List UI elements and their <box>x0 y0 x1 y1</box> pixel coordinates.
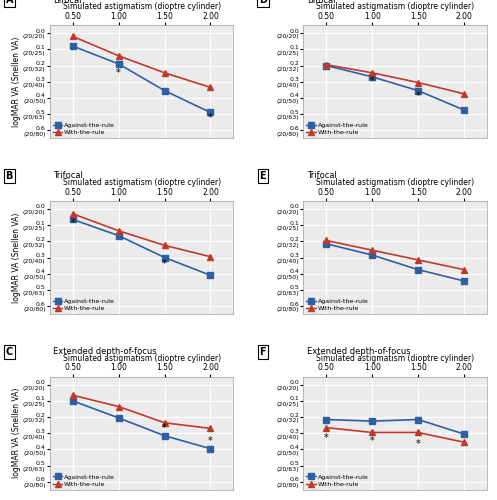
Text: Bifocal: Bifocal <box>53 0 82 4</box>
Text: *: * <box>324 433 329 443</box>
X-axis label: Simulated astigmatism (dioptre cylinder): Simulated astigmatism (dioptre cylinder) <box>63 2 221 11</box>
Text: *: * <box>70 218 75 228</box>
Text: E: E <box>259 171 266 181</box>
X-axis label: Simulated astigmatism (dioptre cylinder): Simulated astigmatism (dioptre cylinder) <box>316 178 474 187</box>
Legend: Against-the-rule, With-the-rule: Against-the-rule, With-the-rule <box>53 474 115 487</box>
Text: Trifocal: Trifocal <box>53 172 83 180</box>
Text: *: * <box>116 68 121 78</box>
Text: Extended depth-of-focus: Extended depth-of-focus <box>307 347 411 356</box>
Text: C: C <box>5 346 13 356</box>
X-axis label: Simulated astigmatism (dioptre cylinder): Simulated astigmatism (dioptre cylinder) <box>63 178 221 187</box>
Legend: Against-the-rule, With-the-rule: Against-the-rule, With-the-rule <box>307 298 368 311</box>
Text: *: * <box>208 113 213 123</box>
Text: D: D <box>259 0 267 5</box>
Text: B: B <box>5 171 13 181</box>
Y-axis label: logMAR VA (Snellen VA): logMAR VA (Snellen VA) <box>12 36 21 127</box>
Y-axis label: logMAR VA (Snellen VA): logMAR VA (Snellen VA) <box>12 388 21 478</box>
Text: *: * <box>416 92 420 102</box>
X-axis label: Simulated astigmatism (dioptre cylinder): Simulated astigmatism (dioptre cylinder) <box>316 2 474 11</box>
Text: A: A <box>5 0 13 5</box>
Text: *: * <box>162 259 167 269</box>
Legend: Against-the-rule, With-the-rule: Against-the-rule, With-the-rule <box>53 298 115 311</box>
Text: F: F <box>259 346 266 356</box>
Text: *: * <box>370 76 375 86</box>
Text: Extended depth-of-focus: Extended depth-of-focus <box>53 347 157 356</box>
Legend: Against-the-rule, With-the-rule: Against-the-rule, With-the-rule <box>307 122 368 136</box>
Text: *: * <box>370 436 375 446</box>
X-axis label: Simulated astigmatism (dioptre cylinder): Simulated astigmatism (dioptre cylinder) <box>63 354 221 362</box>
Legend: Against-the-rule, With-the-rule: Against-the-rule, With-the-rule <box>53 122 115 136</box>
Y-axis label: logMAR VA (Snellen VA): logMAR VA (Snellen VA) <box>12 212 21 302</box>
Text: Bifocal: Bifocal <box>307 0 335 4</box>
Text: *: * <box>416 439 420 449</box>
X-axis label: Simulated astigmatism (dioptre cylinder): Simulated astigmatism (dioptre cylinder) <box>316 354 474 362</box>
Legend: Against-the-rule, With-the-rule: Against-the-rule, With-the-rule <box>307 474 368 487</box>
Text: *: * <box>162 424 167 434</box>
Text: Trifocal: Trifocal <box>307 172 337 180</box>
Text: *: * <box>208 436 213 446</box>
